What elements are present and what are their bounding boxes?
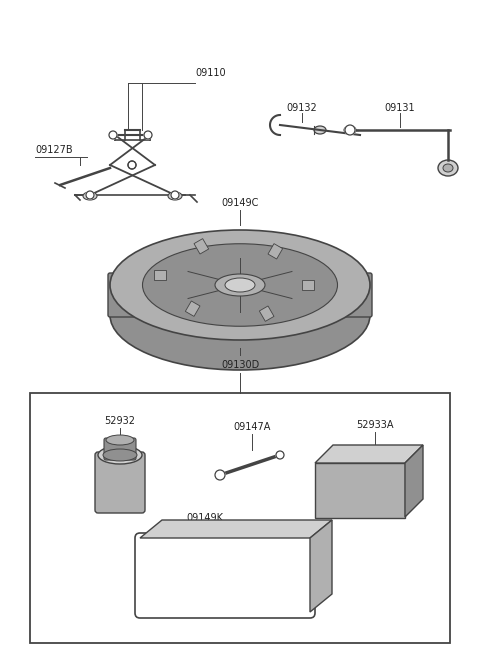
Circle shape bbox=[345, 125, 355, 135]
Circle shape bbox=[109, 131, 117, 139]
FancyBboxPatch shape bbox=[135, 533, 315, 618]
Ellipse shape bbox=[215, 274, 265, 296]
Bar bbox=[268, 244, 283, 259]
Bar bbox=[302, 280, 314, 290]
Text: 09132: 09132 bbox=[287, 103, 317, 113]
Circle shape bbox=[144, 131, 152, 139]
Ellipse shape bbox=[103, 449, 137, 461]
Text: 09131: 09131 bbox=[384, 103, 415, 113]
Bar bbox=[259, 306, 274, 321]
Text: 09110: 09110 bbox=[195, 68, 226, 78]
Circle shape bbox=[128, 161, 136, 169]
FancyBboxPatch shape bbox=[95, 452, 145, 513]
Text: 52932: 52932 bbox=[105, 416, 135, 426]
Bar bbox=[154, 270, 166, 280]
Circle shape bbox=[215, 470, 225, 480]
Text: 09130D: 09130D bbox=[221, 360, 259, 370]
Ellipse shape bbox=[438, 160, 458, 176]
Ellipse shape bbox=[143, 244, 337, 327]
Bar bbox=[185, 301, 200, 317]
Text: 09149C: 09149C bbox=[221, 198, 259, 208]
Circle shape bbox=[86, 191, 94, 199]
FancyBboxPatch shape bbox=[104, 438, 136, 460]
Text: 09127B: 09127B bbox=[35, 145, 72, 155]
Bar bbox=[194, 238, 209, 254]
Ellipse shape bbox=[443, 164, 453, 172]
Bar bbox=[30, 393, 450, 643]
Circle shape bbox=[276, 451, 284, 459]
Ellipse shape bbox=[110, 260, 370, 370]
Text: 52933A: 52933A bbox=[356, 420, 394, 430]
Circle shape bbox=[171, 191, 179, 199]
Polygon shape bbox=[140, 520, 332, 538]
Polygon shape bbox=[310, 520, 332, 612]
Text: 09149K: 09149K bbox=[187, 513, 224, 523]
Ellipse shape bbox=[98, 446, 142, 464]
Bar bbox=[315, 463, 405, 518]
Ellipse shape bbox=[314, 126, 326, 134]
FancyBboxPatch shape bbox=[108, 273, 372, 317]
Ellipse shape bbox=[344, 126, 356, 134]
Ellipse shape bbox=[110, 230, 370, 340]
Polygon shape bbox=[405, 445, 423, 517]
Polygon shape bbox=[315, 445, 423, 463]
Ellipse shape bbox=[225, 278, 255, 292]
Circle shape bbox=[128, 161, 136, 169]
Text: 09147A: 09147A bbox=[233, 422, 271, 432]
Ellipse shape bbox=[83, 192, 97, 200]
Ellipse shape bbox=[106, 435, 134, 445]
Ellipse shape bbox=[168, 192, 182, 200]
